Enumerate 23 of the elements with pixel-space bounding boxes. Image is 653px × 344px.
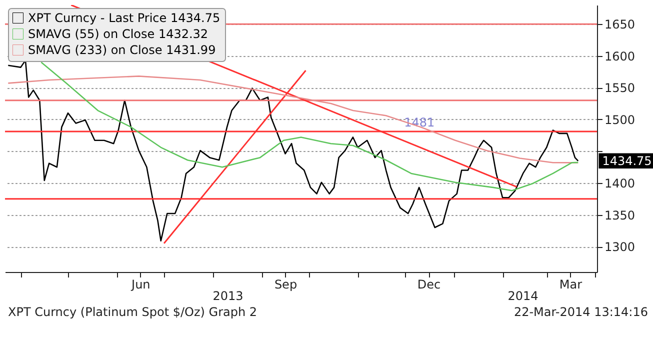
line-series: [8, 60, 579, 242]
legend-label: XPT Curncy - Last Price 1434.75: [28, 11, 220, 25]
y-tick-label: 1650: [604, 18, 636, 32]
y-tick-label: 1400: [604, 176, 636, 190]
y-tick-label: 1350: [604, 208, 636, 222]
text: 2014: [508, 289, 538, 303]
y-tick-label: 1550: [604, 81, 636, 96]
text: 2013: [212, 289, 244, 303]
legend-label: SMAVG (55) on Close 1432.32: [28, 27, 208, 41]
y-tick-label: 1600: [604, 49, 636, 64]
text: XPT Curncy (Platinum Spot $/Oz) Graph 2: [8, 305, 258, 319]
y-tick-label: 1300: [604, 240, 636, 254]
x-tick-label: Jun: [130, 278, 150, 292]
line-series: [8, 76, 579, 164]
line-series: [40, 62, 579, 192]
annotation: 1434.75: [602, 154, 652, 168]
legend-label: SMAVG (233) on Close 1431.99: [28, 43, 216, 57]
text: 22-Mar-2014 13:14:16: [514, 305, 648, 319]
x-tick-label: Sep: [274, 278, 298, 292]
y-tick-label: 1500: [604, 112, 636, 127]
x-tick-label: Dec: [417, 278, 441, 292]
ref-line-label: 1481: [404, 116, 435, 130]
x-tick-label: Mar: [559, 278, 582, 292]
